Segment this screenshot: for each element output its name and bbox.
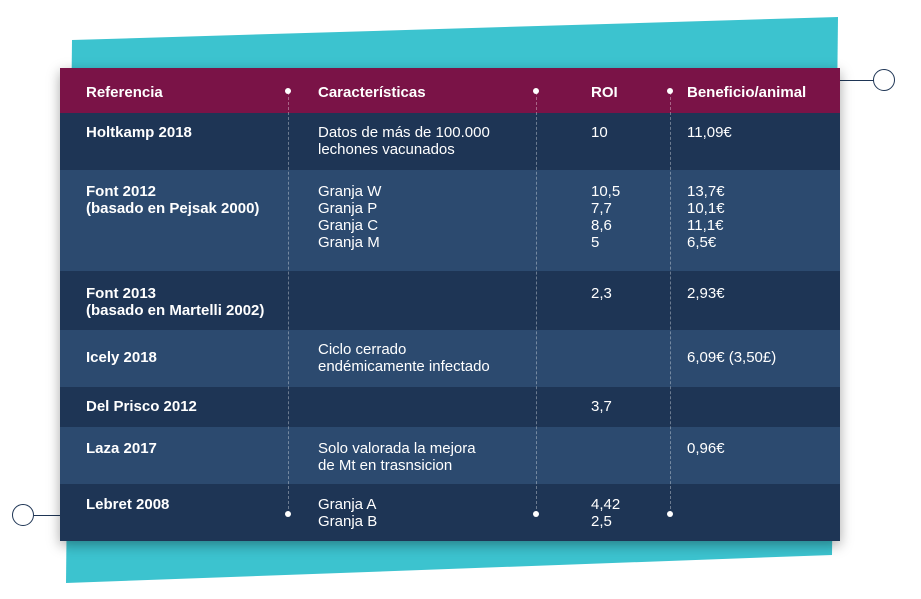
cell-roi: 2,3 — [591, 285, 612, 302]
table-header-row: Referencia Características ROI Beneficio… — [60, 68, 840, 113]
table-row: Icely 2018 Ciclo cerrado endémicamente i… — [60, 330, 840, 387]
cell-beneficio: 6,09€ (3,50£) — [687, 349, 777, 366]
cell-caracteristicas: Ciclo cerrado endémicamente infectado — [318, 341, 490, 375]
cell-caracteristicas: Datos de más de 100.000 lechones vacunad… — [318, 124, 490, 158]
connector-circle-left — [12, 504, 34, 526]
cell-caracteristicas: Granja A Granja B — [318, 496, 378, 530]
divider-dot — [533, 511, 539, 517]
cell-roi: 3,7 — [591, 398, 612, 415]
table-row: Holtkamp 2018 Datos de más de 100.000 le… — [60, 113, 840, 170]
cell-referencia: Font 2013 (basado en Martelli 2002) — [86, 285, 265, 319]
cell-caracteristicas: Solo valorada la mejora de Mt en trasnsi… — [318, 440, 476, 474]
table-row: Laza 2017 Solo valorada la mejora de Mt … — [60, 427, 840, 484]
cell-caracteristicas: Granja W Granja P Granja C Granja M — [318, 183, 382, 251]
cell-roi: 10,5 7,7 8,6 5 — [591, 183, 621, 251]
connector-circle-right — [873, 69, 895, 91]
table-row: Font 2012 (basado en Pejsak 2000) Granja… — [60, 170, 840, 271]
header-beneficio: Beneficio/animal — [687, 84, 807, 101]
column-divider — [536, 92, 537, 514]
cell-beneficio: 11,09€ — [687, 124, 732, 141]
cell-referencia: Font 2012 (basado en Pejsak 2000) — [86, 183, 260, 217]
column-divider — [670, 92, 671, 514]
header-roi: ROI — [591, 84, 618, 101]
divider-dot — [533, 88, 539, 94]
cell-referencia: Lebret 2008 — [86, 496, 170, 513]
header-caracteristicas: Características — [318, 84, 426, 101]
divider-dot — [285, 511, 291, 517]
connector-line-right — [840, 80, 874, 81]
header-referencia: Referencia — [86, 84, 163, 101]
table-row: Del Prisco 2012 3,7 — [60, 387, 840, 427]
connector-line-left — [34, 515, 62, 516]
cell-referencia: Icely 2018 — [86, 349, 157, 366]
cell-roi: 4,42 2,5 — [591, 496, 621, 530]
cell-referencia: Del Prisco 2012 — [86, 398, 197, 415]
roi-table: Referencia Características ROI Beneficio… — [60, 68, 840, 541]
cell-referencia: Laza 2017 — [86, 440, 157, 457]
divider-dot — [285, 88, 291, 94]
table-row: Font 2013 (basado en Martelli 2002) 2,3 … — [60, 271, 840, 330]
cell-referencia: Holtkamp 2018 — [86, 124, 192, 141]
divider-dot — [667, 511, 673, 517]
column-divider — [288, 92, 289, 514]
cell-beneficio: 2,93€ — [687, 285, 725, 302]
divider-dot — [667, 88, 673, 94]
cell-roi: 10 — [591, 124, 608, 141]
cell-beneficio: 13,7€ 10,1€ 11,1€ 6,5€ — [687, 183, 725, 251]
cell-beneficio: 0,96€ — [687, 440, 725, 457]
table-row: Lebret 2008 Granja A Granja B 4,42 2,5 — [60, 484, 840, 541]
